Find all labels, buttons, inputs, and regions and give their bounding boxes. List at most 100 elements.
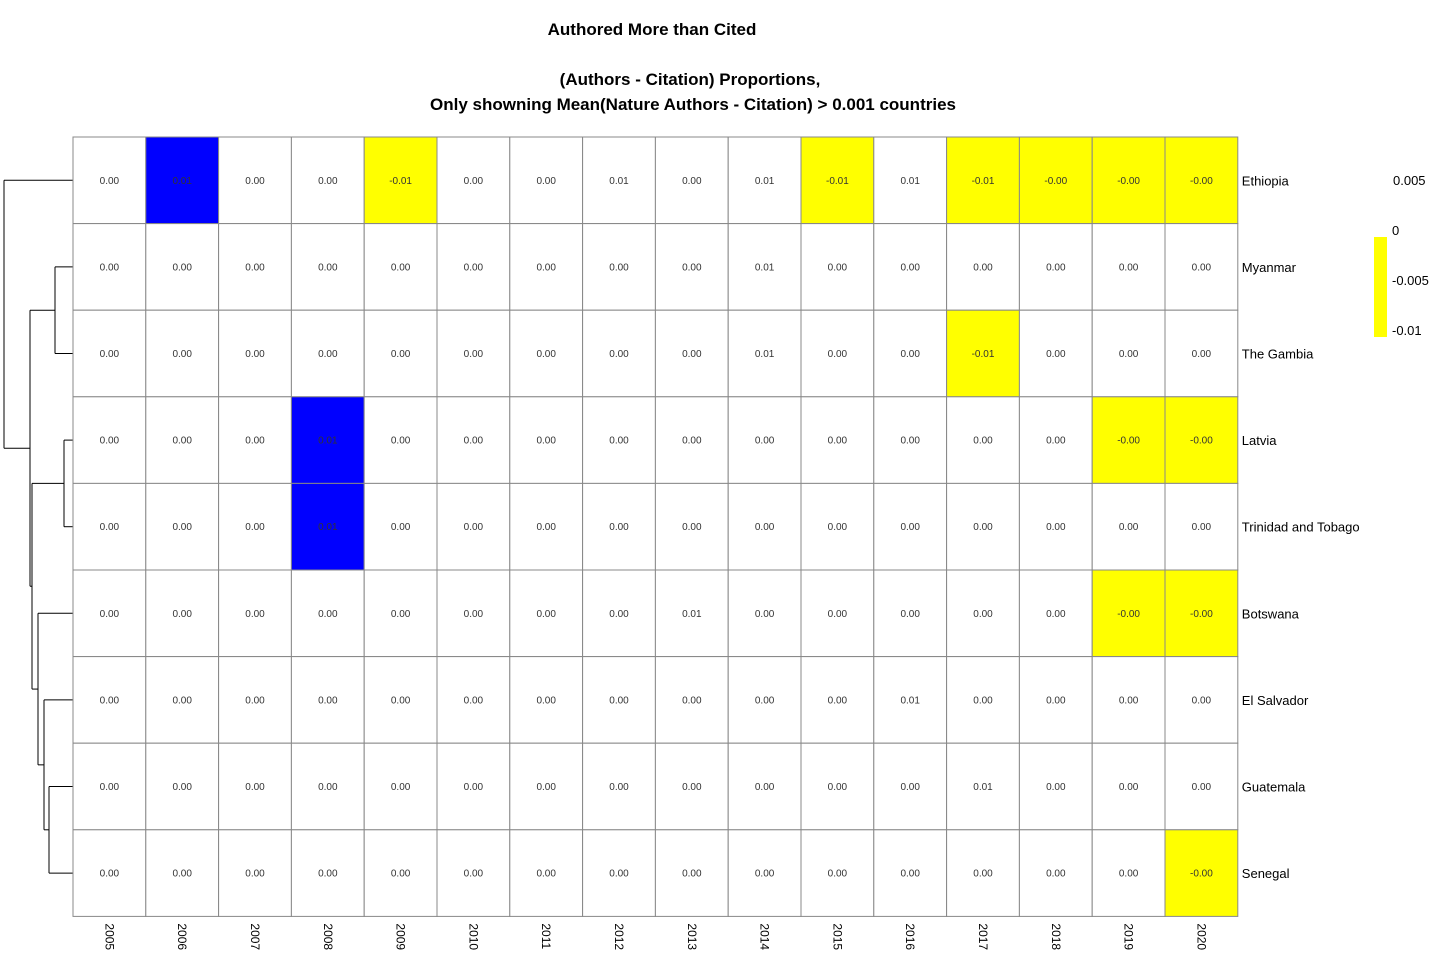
cell-value-label: 0.00 [828,522,848,533]
row-label: Guatemala [1242,780,1306,795]
heatmap-cell [873,396,948,484]
cell-value-label: 0.00 [245,262,265,273]
cell-value-label: 0.01 [609,176,629,187]
cell-value-label: -0.00 [1117,176,1140,187]
cell-value-label: 0.00 [755,609,775,620]
cell-value-label: -0.00 [1190,609,1213,620]
cell-value-label: 0.00 [1192,522,1212,533]
cell-value-label: 0.00 [609,436,629,447]
heatmap-cell [873,656,948,744]
heatmap-cell [509,656,584,744]
cell-value-label: 0.00 [609,349,629,360]
heatmap-cell [363,569,438,658]
cell-value-label: 0.00 [391,349,411,360]
column-label: 2006 [175,923,189,950]
cell-value-label: 0.00 [391,869,411,880]
row-label: Trinidad and Tobago [1242,520,1360,535]
cell-value-label: 0.00 [391,262,411,273]
cell-value-label: 0.00 [828,609,848,620]
cell-value-label: 0.00 [682,262,702,273]
cell-value-label: 0.00 [536,176,556,187]
cell-value-label: 0.01 [755,349,775,360]
heatmap-cell [1164,136,1239,225]
heatmap-cell [873,223,948,311]
cell-value-label: 0.00 [1119,695,1139,706]
cell-value-label: 0.00 [318,176,338,187]
heatmap-cell [654,309,729,398]
heatmap-cell [290,482,365,571]
cell-value-label: 0.01 [900,176,920,187]
cell-value-label: 0.00 [536,869,556,880]
heatmap-cell [727,396,802,484]
heatmap-cell [145,656,220,744]
cell-value-label: 0.00 [973,436,993,447]
cell-value-label: 0.00 [1046,436,1066,447]
cell-value-label: 0.00 [100,782,120,793]
chart-title: Authored More than Cited [548,20,757,39]
column-label: 2016 [903,923,917,950]
heatmap-cell [1018,223,1093,311]
cell-value-label: 0.00 [609,782,629,793]
cell-value-label: 0.00 [1119,782,1139,793]
cell-value-label: 0.00 [464,436,484,447]
cell-value-label: 0.00 [172,262,192,273]
cell-value-label: 0.00 [536,436,556,447]
cell-value-label: 0.00 [755,782,775,793]
column-label: 2010 [466,923,480,950]
cell-value-label: 0.00 [100,436,120,447]
heatmap-cell [582,742,656,831]
cell-value-label: 0.00 [536,262,556,273]
cell-value-label: 0.00 [609,609,629,620]
cell-value-label: 0.00 [100,262,120,273]
cell-value-label: 0.00 [755,869,775,880]
cell-value-label: 0.00 [1046,349,1066,360]
heatmap-cell [145,396,220,484]
heatmap-cell [218,482,292,571]
cell-value-label: 0.00 [1192,782,1212,793]
heatmap-cell [582,829,656,917]
cell-value-label: 0.00 [245,522,265,533]
heatmap-cell [509,136,584,225]
cell-value-label: 0.00 [1046,695,1066,706]
cell-value-label: 0.00 [1046,869,1066,880]
heatmap-cell [654,136,729,225]
row-dendrogram [3,179,73,874]
heatmap-cell [654,742,729,831]
cell-value-label: 0.00 [682,695,702,706]
heatmap-cell [509,396,584,484]
heatmap-cell [436,309,511,398]
heatmap-cell [1018,829,1093,917]
heatmap-cell [363,309,438,398]
cell-value-label: 0.00 [1119,262,1139,273]
cell-value-label: 0.01 [318,522,338,533]
cell-value-label: 0.00 [464,782,484,793]
chart-subtitle-line2: Only showning Mean(Nature Authors - Cita… [430,95,956,114]
cell-value-label: 0.00 [1046,609,1066,620]
cell-value-label: 0.01 [973,782,993,793]
heatmap-cell [1018,309,1093,398]
heatmap-cell [1164,742,1239,831]
row-label: El Salvador [1242,693,1309,708]
heatmap-cell [290,396,365,484]
heatmap-cell [218,829,292,917]
heatmap-cell [72,569,147,658]
heatmap-cell [1091,656,1166,744]
heatmap-cell [290,742,365,831]
cell-value-label: 0.00 [100,695,120,706]
heatmap-cell [509,829,584,917]
chart-subtitle-line1: (Authors - Citation) Proportions, [560,70,821,89]
heatmap-cell [1164,223,1239,311]
heatmap-cell [72,656,147,744]
cell-value-label: -0.00 [1117,609,1140,620]
cell-value-label: -0.00 [1190,869,1213,880]
cell-value-label: 0.00 [682,436,702,447]
heatmap-cell [1164,829,1239,917]
cell-value-label: 0.00 [973,695,993,706]
cell-value-label: 0.00 [318,262,338,273]
cell-value-label: 0.00 [900,262,920,273]
cell-value-label: 0.00 [1192,695,1212,706]
row-label: Ethiopia [1242,173,1290,188]
cell-value-label: 0.00 [318,782,338,793]
heatmap-cell [1164,482,1239,571]
cell-value-label: 0.00 [1046,262,1066,273]
